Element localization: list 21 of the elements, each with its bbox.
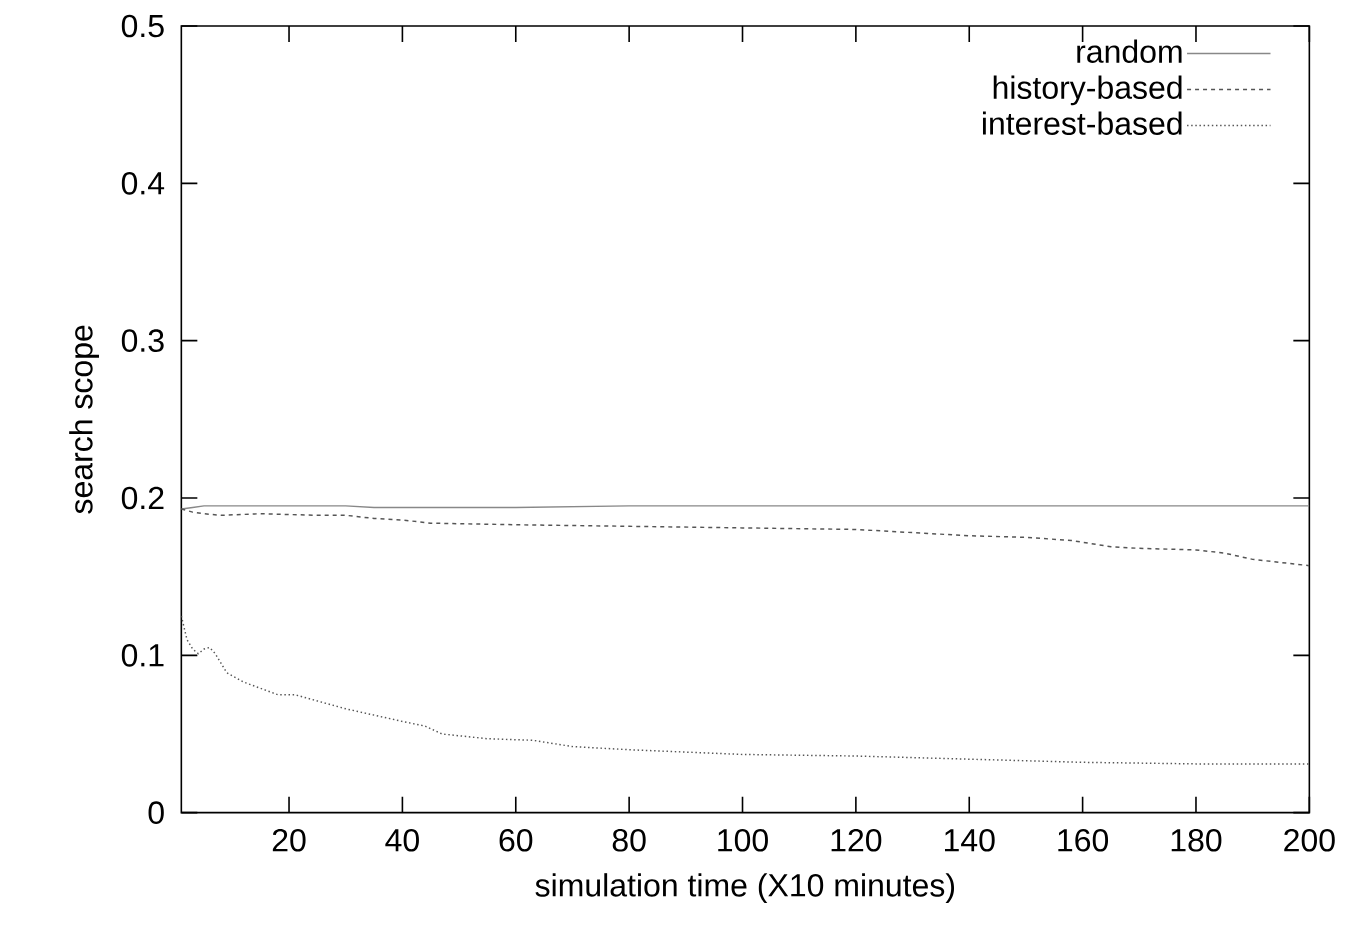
- x-tick-label: 120: [831, 828, 882, 852]
- x-tick-label: 160: [1058, 828, 1109, 852]
- x-tick-label: 100: [718, 828, 768, 852]
- x-tick-label: 40: [385, 828, 419, 852]
- y-tick-label: 0.2: [121, 486, 164, 510]
- y-tick-label: 0.5: [121, 14, 164, 38]
- y-axis-title: search scope: [69, 325, 99, 514]
- x-tick-label: 140: [944, 828, 995, 852]
- legend-label: interest-based: [982, 111, 1182, 135]
- legend-label: history-based: [993, 75, 1182, 106]
- y-tick-label: 0.1: [121, 644, 164, 667]
- y-tick-label: 0: [148, 801, 164, 824]
- x-tick-label: 200: [1284, 828, 1335, 852]
- y-tick-label: 0.3: [121, 329, 164, 352]
- y-tick-label: 0.4: [121, 172, 165, 195]
- x-tick-label: 80: [612, 828, 646, 852]
- x-tick-label: 20: [272, 828, 306, 852]
- legend-label: random: [1077, 39, 1182, 63]
- x-tick-label: 180: [1171, 828, 1222, 852]
- x-axis-title: simulation time (X10 minutes): [535, 873, 955, 903]
- x-tick-label: 60: [499, 828, 533, 852]
